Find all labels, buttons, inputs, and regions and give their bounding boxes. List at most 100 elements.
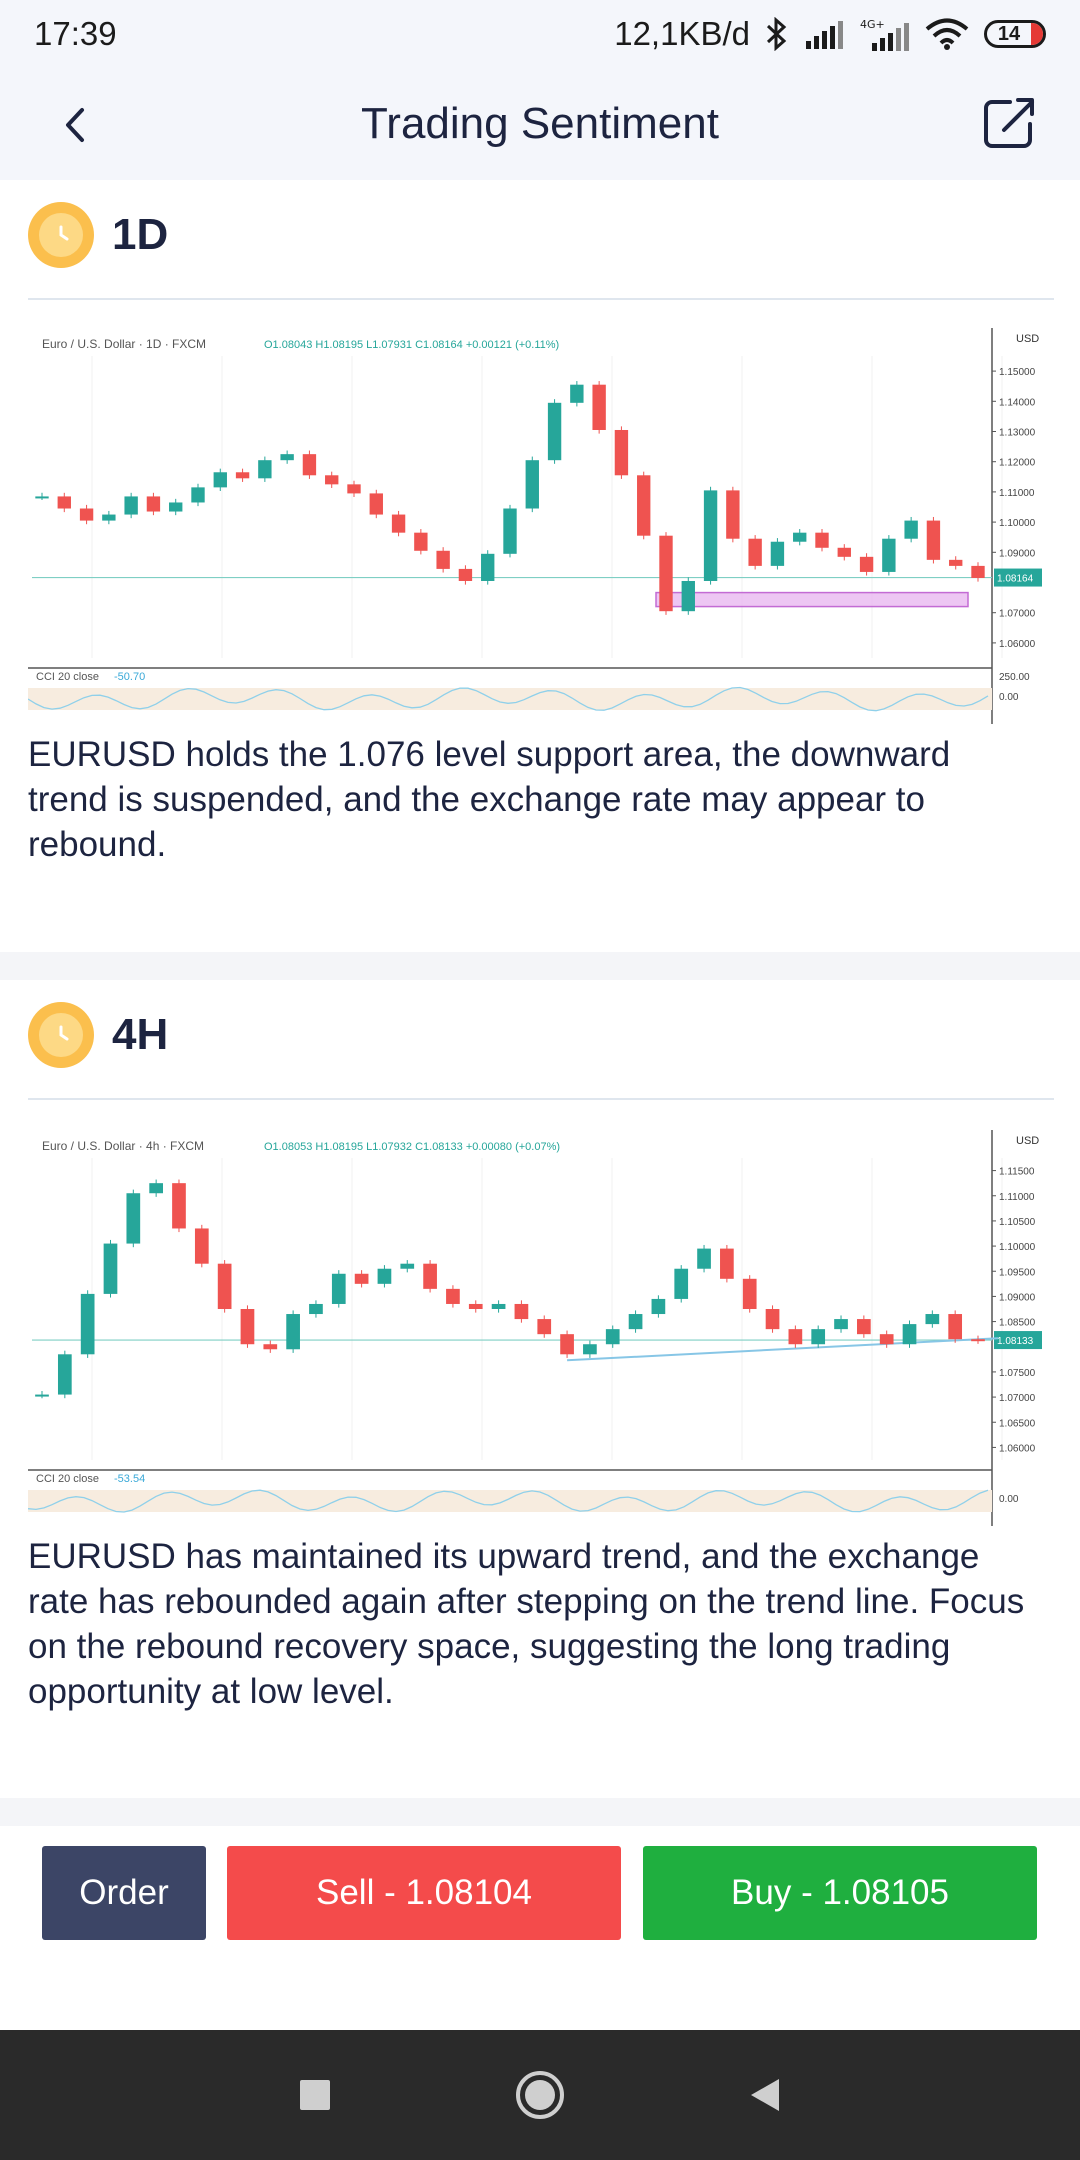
candle-body bbox=[263, 1344, 278, 1350]
chart-ohlc: O1.08043 H1.08195 L1.07931 C1.08164 +0.0… bbox=[264, 339, 559, 351]
candle-body bbox=[423, 1263, 437, 1289]
chart-currency: USD bbox=[1016, 333, 1039, 345]
candle-body bbox=[458, 568, 473, 581]
candle-body bbox=[446, 1288, 460, 1304]
buy-button[interactable]: Buy - 1.08105 bbox=[643, 1846, 1037, 1940]
price-tick-label: 1.14000 bbox=[999, 397, 1036, 408]
cci-line bbox=[28, 686, 989, 712]
chart-legend: Euro / U.S. Dollar · 1D · FXCM bbox=[42, 337, 206, 351]
home-button[interactable] bbox=[510, 2065, 570, 2125]
price-tick-label: 1.15000 bbox=[999, 367, 1036, 378]
price-tick-label: 1.06000 bbox=[999, 639, 1036, 650]
candle-body bbox=[258, 460, 272, 479]
indicator-label: CCI 20 close bbox=[36, 671, 99, 683]
price-tick-label: 1.08500 bbox=[999, 1318, 1036, 1329]
candle-body bbox=[57, 496, 71, 509]
candle-body bbox=[146, 496, 161, 512]
price-tick-label: 1.10000 bbox=[999, 1242, 1036, 1253]
candle-body bbox=[217, 1263, 232, 1309]
candle-body bbox=[904, 520, 918, 539]
candle-body bbox=[726, 490, 740, 539]
candle-body bbox=[949, 559, 963, 566]
clock-icon bbox=[28, 202, 94, 268]
sell-button[interactable]: Sell - 1.08104 bbox=[227, 1846, 621, 1940]
candle-body bbox=[811, 1329, 826, 1345]
candle-body bbox=[514, 1303, 529, 1320]
candle-body bbox=[172, 1183, 186, 1229]
candle-body bbox=[925, 1314, 940, 1325]
price-tick-label: 1.10500 bbox=[999, 1217, 1036, 1228]
candle-body bbox=[971, 565, 985, 578]
price-tick-label: 1.11000 bbox=[999, 488, 1035, 499]
candle-body bbox=[347, 484, 361, 494]
battery-icon: 14 bbox=[984, 20, 1046, 48]
status-time: 17:39 bbox=[34, 15, 117, 52]
candle-body bbox=[503, 508, 517, 554]
chart-4h: Euro / U.S. Dollar · 4h · FXCM O1.08053 … bbox=[28, 1130, 1048, 1526]
system-nav-bar bbox=[0, 2030, 1080, 2160]
recents-button[interactable] bbox=[285, 2065, 345, 2125]
candle-body bbox=[354, 1273, 369, 1284]
candle-body bbox=[815, 532, 829, 548]
candle-body bbox=[971, 1339, 985, 1342]
candle-body bbox=[674, 1268, 689, 1299]
price-tick-label: 1.09000 bbox=[999, 1292, 1036, 1303]
recents-square-icon bbox=[300, 2080, 330, 2110]
candle-body bbox=[697, 1248, 711, 1269]
candle-body bbox=[213, 472, 227, 488]
trend-line bbox=[567, 1337, 999, 1362]
cci-line bbox=[28, 1489, 989, 1513]
candle-body bbox=[35, 496, 49, 499]
back-nav-button[interactable] bbox=[735, 2065, 795, 2125]
candle-body bbox=[926, 520, 941, 560]
price-tick-label: 1.06000 bbox=[999, 1443, 1036, 1454]
candle-body bbox=[592, 384, 606, 430]
candle-body bbox=[331, 1273, 346, 1304]
wifi-icon bbox=[924, 18, 970, 50]
share-icon bbox=[984, 98, 1034, 148]
section-divider bbox=[28, 1098, 1054, 1100]
candle-body bbox=[525, 460, 539, 509]
candle-body bbox=[191, 487, 205, 503]
chart-1d: Euro / U.S. Dollar · 1D · FXCM O1.08043 … bbox=[28, 328, 1048, 724]
indicator-tick-label: 0.00 bbox=[999, 692, 1019, 703]
current-price-tag bbox=[994, 568, 1042, 587]
candle-body bbox=[659, 535, 673, 612]
candle-body bbox=[377, 1268, 392, 1284]
candle-body bbox=[102, 514, 116, 521]
status-bar: 17:39 12,1KB/d 4G+ 14 bbox=[0, 0, 1080, 68]
candle-body bbox=[628, 1314, 643, 1330]
battery-level: 14 bbox=[997, 22, 1021, 45]
chart-currency: USD bbox=[1016, 1135, 1039, 1147]
candle-body bbox=[570, 384, 584, 403]
price-tick-label: 1.12000 bbox=[999, 458, 1036, 469]
section-1d: 1D Euro / U.S. Dollar · 1D · FXCM O1.080… bbox=[0, 180, 1080, 952]
share-button[interactable] bbox=[980, 94, 1038, 152]
candle-body bbox=[149, 1183, 163, 1194]
bluetooth-icon bbox=[764, 17, 790, 51]
candle-body bbox=[309, 1303, 323, 1315]
candle-body bbox=[560, 1334, 574, 1355]
section-separator bbox=[0, 1798, 1080, 1826]
current-price-tag bbox=[994, 1331, 1042, 1350]
price-tick-label: 1.07000 bbox=[999, 1393, 1036, 1404]
candle-body bbox=[169, 502, 183, 512]
candle-body bbox=[793, 532, 807, 542]
candle-body bbox=[280, 454, 294, 461]
price-tick-label: 1.11500 bbox=[999, 1167, 1035, 1178]
candle-body bbox=[537, 1319, 552, 1335]
signal-4g-icon: 4G+ bbox=[858, 17, 910, 51]
price-tick-label: 1.07000 bbox=[999, 609, 1036, 620]
candle-body bbox=[902, 1324, 917, 1345]
back-button[interactable] bbox=[52, 100, 102, 150]
network-speed: 12,1KB/d bbox=[614, 15, 750, 52]
candle-body bbox=[481, 553, 495, 581]
order-button[interactable]: Order bbox=[42, 1846, 206, 1940]
candle-body bbox=[436, 550, 450, 569]
candle-body bbox=[468, 1303, 483, 1309]
candle-body bbox=[369, 493, 383, 515]
back-triangle-icon bbox=[751, 2079, 779, 2111]
section-header: 1D bbox=[28, 202, 168, 268]
price-tick-label: 1.11000 bbox=[999, 1192, 1035, 1203]
price-chart-1d: Euro / U.S. Dollar · 1D · FXCM O1.08043 … bbox=[28, 328, 1042, 724]
